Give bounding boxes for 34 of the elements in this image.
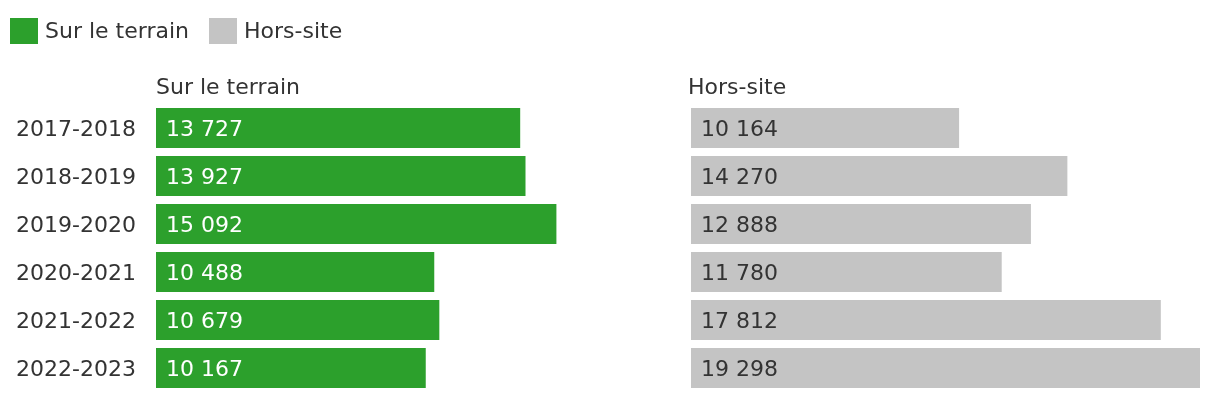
bar	[691, 348, 1200, 388]
bar	[691, 204, 1031, 244]
y-tick-label: 2017-2018	[16, 115, 136, 141]
y-tick-label: 2022-2023	[16, 355, 136, 381]
bar	[156, 108, 521, 148]
data-label: 10 679	[166, 307, 243, 333]
bar	[691, 300, 1161, 340]
chart-title: Hors-site	[688, 73, 787, 99]
bar	[691, 108, 960, 148]
bar	[156, 204, 557, 244]
y-tick-label: 2019-2020	[16, 211, 136, 237]
data-label: 10 167	[166, 355, 243, 381]
bar	[156, 156, 526, 196]
bar	[691, 156, 1068, 196]
data-label: 17 812	[701, 307, 778, 333]
data-label: 14 270	[701, 163, 778, 189]
data-label: 12 888	[701, 211, 778, 237]
data-label: 10 164	[701, 115, 778, 141]
y-tick-label: 2021-2022	[16, 307, 136, 333]
bar	[156, 252, 435, 292]
data-label: 13 727	[166, 115, 243, 141]
data-label: 13 927	[166, 163, 243, 189]
y-tick-label: 2018-2019	[16, 163, 136, 189]
data-label: 10 488	[166, 259, 243, 285]
bar	[691, 252, 1002, 292]
bar	[156, 300, 440, 340]
chart-title: Sur le terrain	[156, 73, 300, 99]
data-label: 11 780	[701, 259, 778, 285]
y-tick-label: 2020-2021	[16, 259, 136, 285]
legend-label: Sur le terrain	[45, 18, 189, 44]
data-label: 19 298	[701, 355, 778, 381]
legend-label: Hors-site	[244, 18, 343, 44]
bar	[156, 348, 426, 388]
data-label: 15 092	[166, 211, 243, 237]
